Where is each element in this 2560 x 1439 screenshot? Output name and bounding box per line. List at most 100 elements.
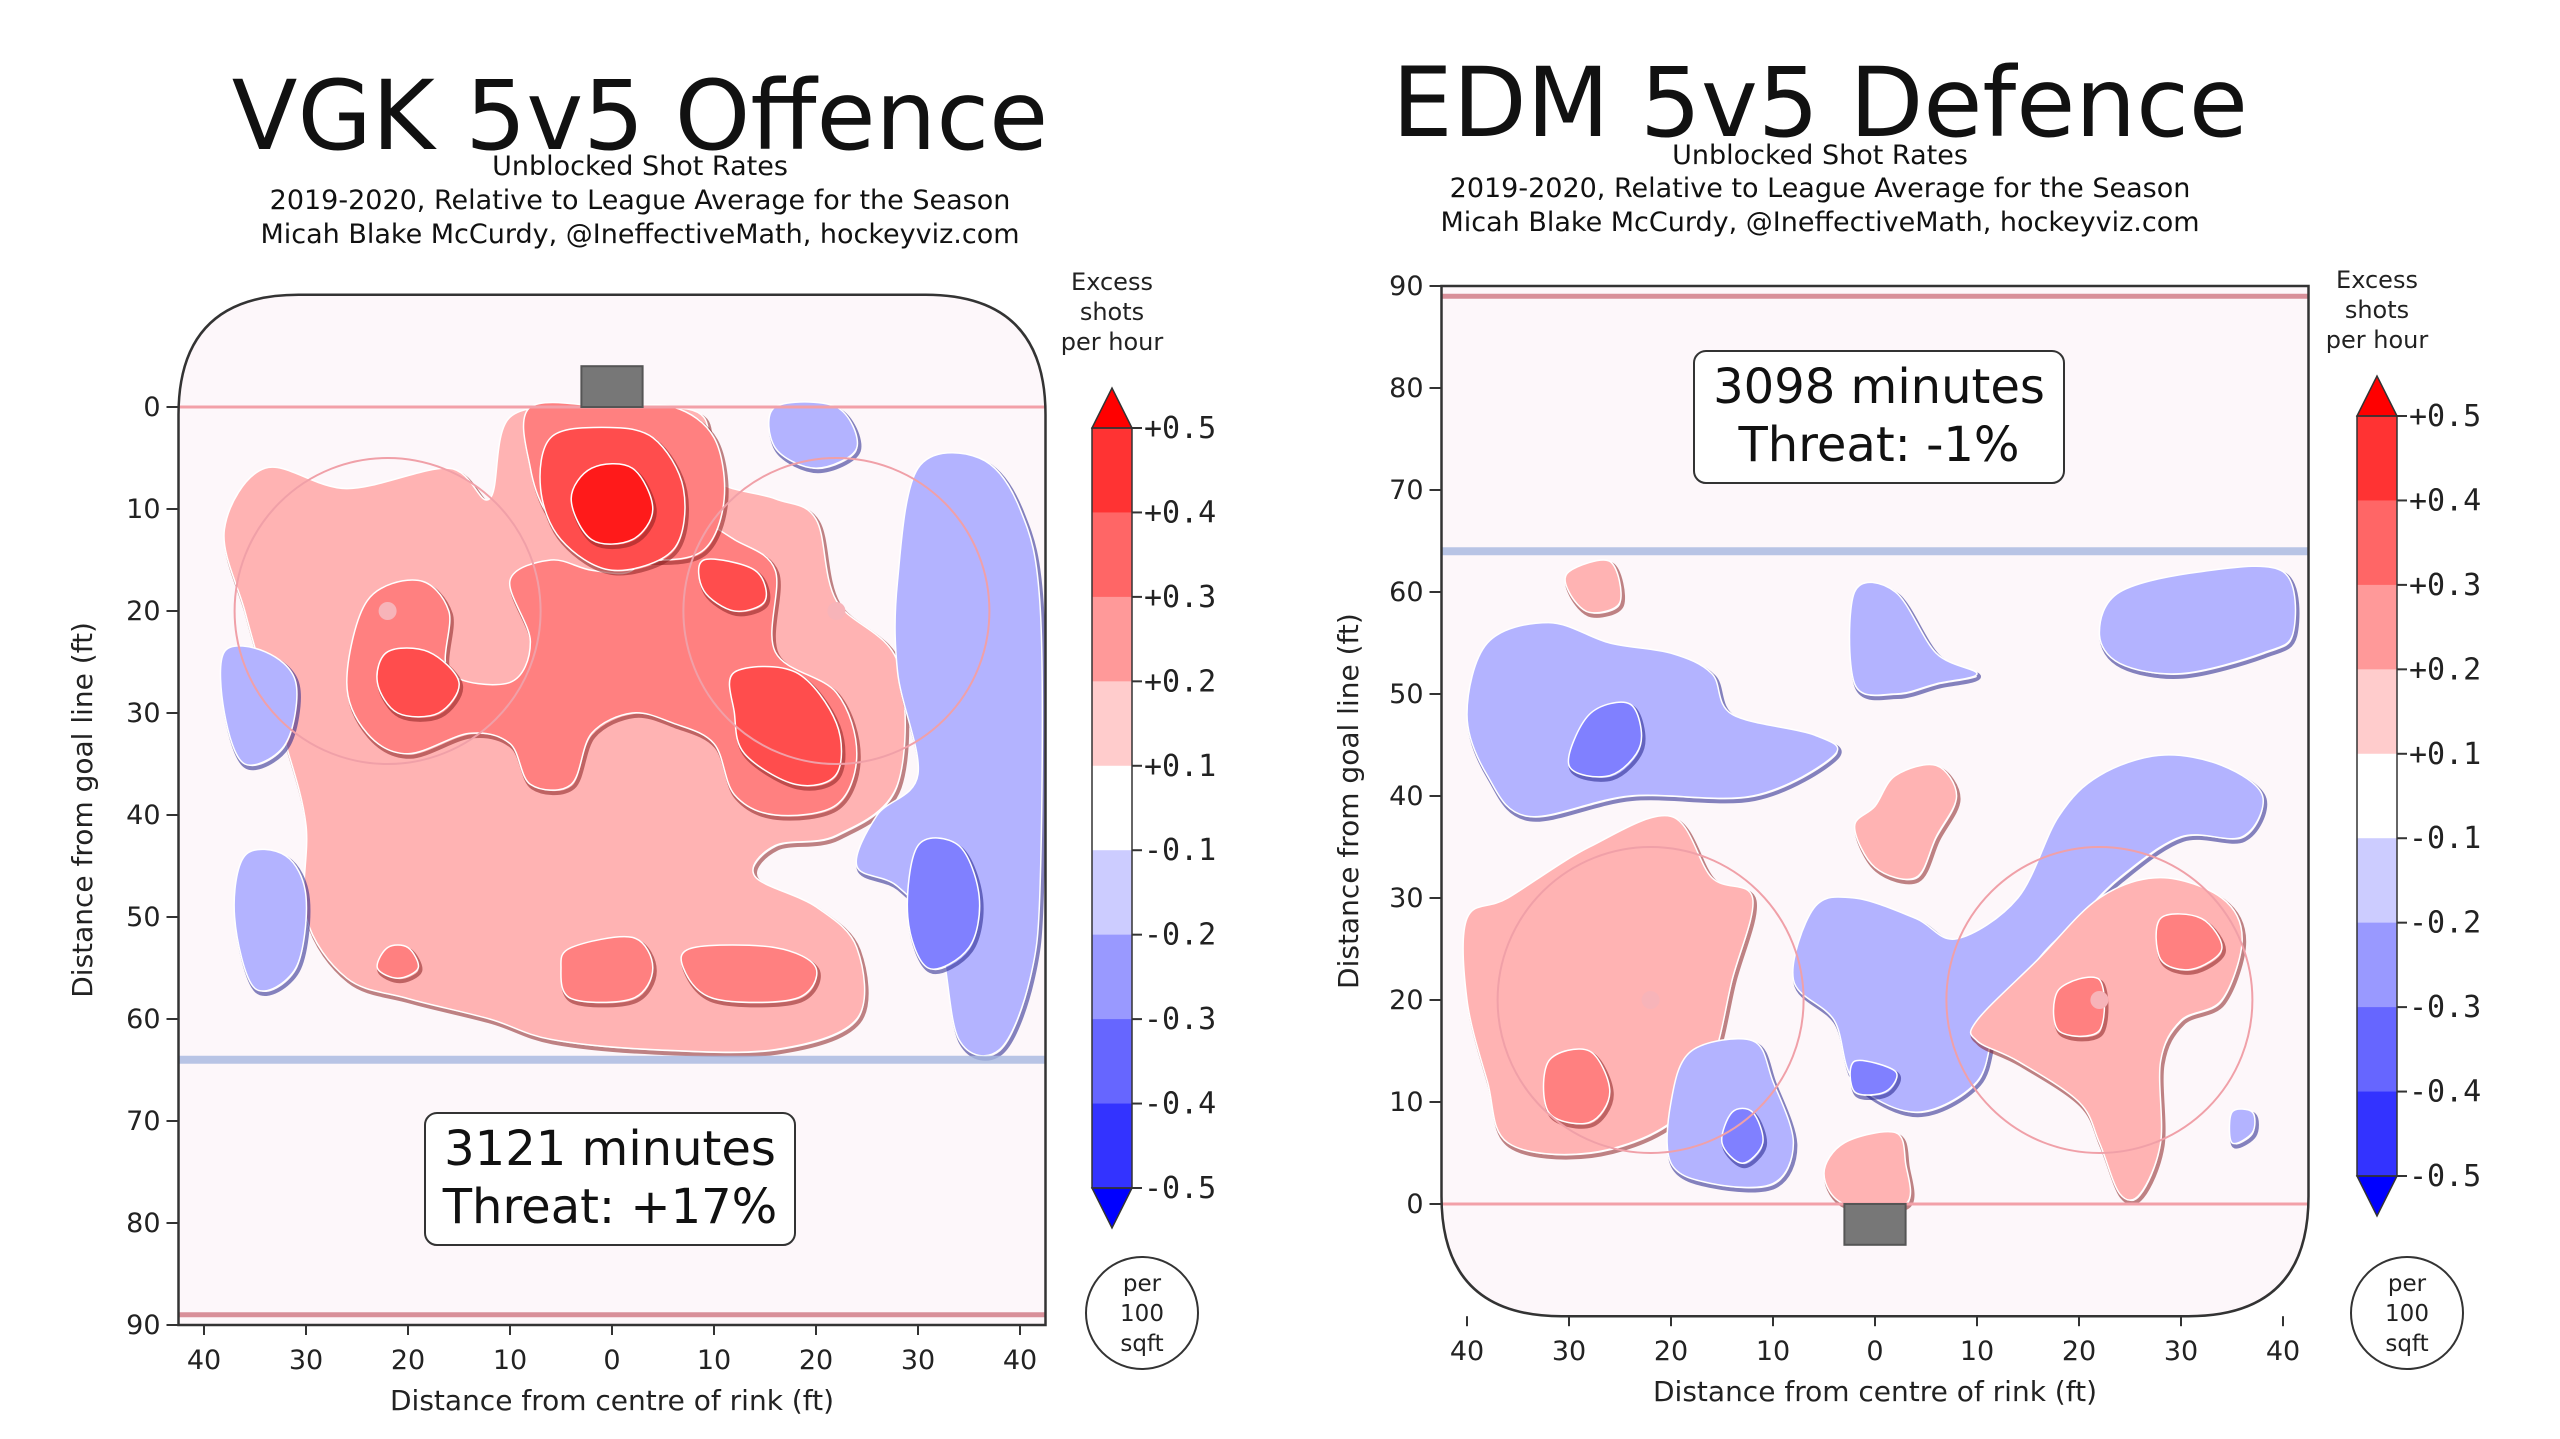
colorbar-segment bbox=[2357, 416, 2397, 501]
contour-region bbox=[728, 665, 843, 787]
colorbar-tick-label: +0.5 bbox=[2409, 399, 2481, 434]
x-tick-label: 20 bbox=[1654, 1336, 1688, 1367]
colorbar-segment bbox=[2357, 753, 2397, 839]
x-axis-label: Distance from centre of rink (ft) bbox=[1653, 1375, 2097, 1408]
colorbar-tick-label: -0.4 bbox=[2409, 1075, 2481, 1110]
x-tick-label: 30 bbox=[289, 1345, 323, 1376]
colorbar-segment bbox=[1092, 1103, 1132, 1189]
y-tick-label: 0 bbox=[1406, 1189, 1423, 1220]
colorbar-segment bbox=[1092, 512, 1132, 598]
colorbar-bottom-arrow bbox=[2355, 1175, 2399, 1218]
y-axis-label: Distance from goal line (ft) bbox=[1332, 613, 1365, 989]
contour-region bbox=[233, 848, 308, 992]
y-tick-label: 60 bbox=[1389, 577, 1423, 608]
rink-outline bbox=[177, 293, 1047, 1327]
vgk-panel: VGK 5v5 Offence Unblocked Shot Rates 201… bbox=[66, 60, 1216, 1417]
contour-region bbox=[906, 837, 981, 970]
y-tick-label: 40 bbox=[1389, 781, 1423, 812]
colorbar-tick-label: +0.2 bbox=[1144, 664, 1216, 699]
colorbar-segment bbox=[2357, 584, 2397, 670]
contour-region bbox=[1720, 1107, 1764, 1164]
y-tick-label: 10 bbox=[1389, 1087, 1423, 1118]
colorbar-segment bbox=[2357, 922, 2397, 1008]
x-tick-label: 0 bbox=[603, 1345, 620, 1376]
annotation-minutes: 3098 minutes bbox=[1713, 359, 2045, 415]
colorbar-tick-label: -0.1 bbox=[1144, 833, 1216, 868]
colorbar-segment bbox=[1092, 765, 1132, 851]
goal-net bbox=[580, 365, 644, 409]
colorbar-tick-label: -0.2 bbox=[2409, 906, 2481, 941]
faceoff-dot bbox=[1641, 991, 1660, 1009]
colorbar-label: Excess bbox=[2336, 266, 2418, 294]
x-tick-label: 30 bbox=[1552, 1336, 1586, 1367]
colorbar-tick-label: +0.3 bbox=[2409, 568, 2481, 603]
colorbar-top-arrow bbox=[1090, 386, 1134, 429]
subtitle-line-2: 2019-2020, Relative to League Average fo… bbox=[1449, 173, 2191, 204]
faceoff-circle bbox=[1496, 846, 1805, 1154]
colorbar-tick-label: -0.3 bbox=[1144, 1002, 1216, 1037]
colorbar-tick-label: +0.1 bbox=[1144, 749, 1216, 784]
x-tick-label: 10 bbox=[493, 1345, 527, 1376]
y-tick-label: 50 bbox=[126, 902, 160, 933]
subtitle-line-1: Unblocked Shot Rates bbox=[492, 151, 788, 182]
colorbar-segment bbox=[2357, 1007, 2397, 1093]
chart-title: VGK 5v5 Offence bbox=[231, 60, 1049, 172]
unit-circle bbox=[1085, 1256, 1199, 1370]
rink-outline bbox=[1440, 284, 2310, 1318]
subtitle-line-2: 2019-2020, Relative to League Average fo… bbox=[269, 185, 1011, 216]
colorbar-tick-label: -0.2 bbox=[1144, 918, 1216, 953]
contour-region bbox=[2155, 913, 2223, 971]
subtitle-line-3: Micah Blake McCurdy, @IneffectiveMath, h… bbox=[1440, 207, 2200, 238]
subtitle-line-1: Unblocked Shot Rates bbox=[1672, 140, 1968, 171]
subtitle-line-3: Micah Blake McCurdy, @IneffectiveMath, h… bbox=[260, 219, 1020, 250]
annotation-threat: Threat: +17% bbox=[442, 1179, 778, 1235]
contour-region bbox=[768, 401, 859, 469]
faceoff-circle bbox=[682, 457, 991, 765]
colorbar-tick-label: +0.5 bbox=[1144, 411, 1216, 446]
faceoff-circle bbox=[233, 457, 542, 765]
annotation-threat: Threat: -1% bbox=[1737, 417, 2019, 473]
unit-label: 100 bbox=[1120, 1301, 1164, 1327]
y-tick-label: 80 bbox=[126, 1208, 160, 1239]
colorbar-frame bbox=[1091, 427, 1133, 1189]
unit-label: sqft bbox=[2385, 1331, 2428, 1357]
contour-region bbox=[1853, 763, 1958, 881]
x-tick-label: 10 bbox=[1960, 1336, 1994, 1367]
y-tick-label: 60 bbox=[126, 1004, 160, 1035]
colorbar-tick-label: +0.4 bbox=[1144, 495, 1216, 530]
contour-region bbox=[570, 462, 654, 545]
colorbar-tick-label: +0.1 bbox=[2409, 737, 2481, 772]
colorbar-tick-label: -0.5 bbox=[2409, 1159, 2481, 1194]
y-tick-label: 90 bbox=[1389, 271, 1423, 302]
unit-label: sqft bbox=[1120, 1331, 1163, 1357]
y-tick-label: 30 bbox=[126, 698, 160, 729]
x-tick-label: 40 bbox=[1450, 1336, 1484, 1367]
goal-net bbox=[1843, 1203, 1907, 1246]
y-tick-label: 30 bbox=[1389, 883, 1423, 914]
colorbar-segment bbox=[1092, 596, 1132, 682]
unit-label: per bbox=[1123, 1271, 1162, 1297]
contour-region bbox=[1849, 1059, 1898, 1096]
colorbar-segment bbox=[2357, 1091, 2397, 1177]
y-tick-label: 0 bbox=[143, 392, 160, 423]
colorbar-segment bbox=[2357, 500, 2397, 586]
annotation-box bbox=[1693, 350, 2065, 484]
x-tick-label: 30 bbox=[901, 1345, 935, 1376]
colorbar-segment bbox=[2357, 669, 2397, 755]
colorbar-label: shots bbox=[1080, 298, 1144, 326]
colorbar-tick-label: +0.3 bbox=[1144, 580, 1216, 615]
colorbar-segment bbox=[2357, 838, 2397, 924]
contour-layer bbox=[1441, 293, 2309, 1214]
annotation-box bbox=[424, 1112, 796, 1246]
colorbar-label: per hour bbox=[2326, 326, 2429, 354]
y-tick-label: 40 bbox=[126, 800, 160, 831]
x-tick-label: 10 bbox=[697, 1345, 731, 1376]
unit-label: per bbox=[2388, 1271, 2427, 1297]
colorbar-tick-label: -0.1 bbox=[2409, 821, 2481, 856]
x-tick-label: 40 bbox=[1003, 1345, 1037, 1376]
colorbar-bottom-arrow bbox=[1090, 1187, 1134, 1230]
colorbar-segment bbox=[1092, 428, 1132, 513]
annotation-minutes: 3121 minutes bbox=[444, 1121, 776, 1177]
contour-region bbox=[1564, 559, 1622, 614]
